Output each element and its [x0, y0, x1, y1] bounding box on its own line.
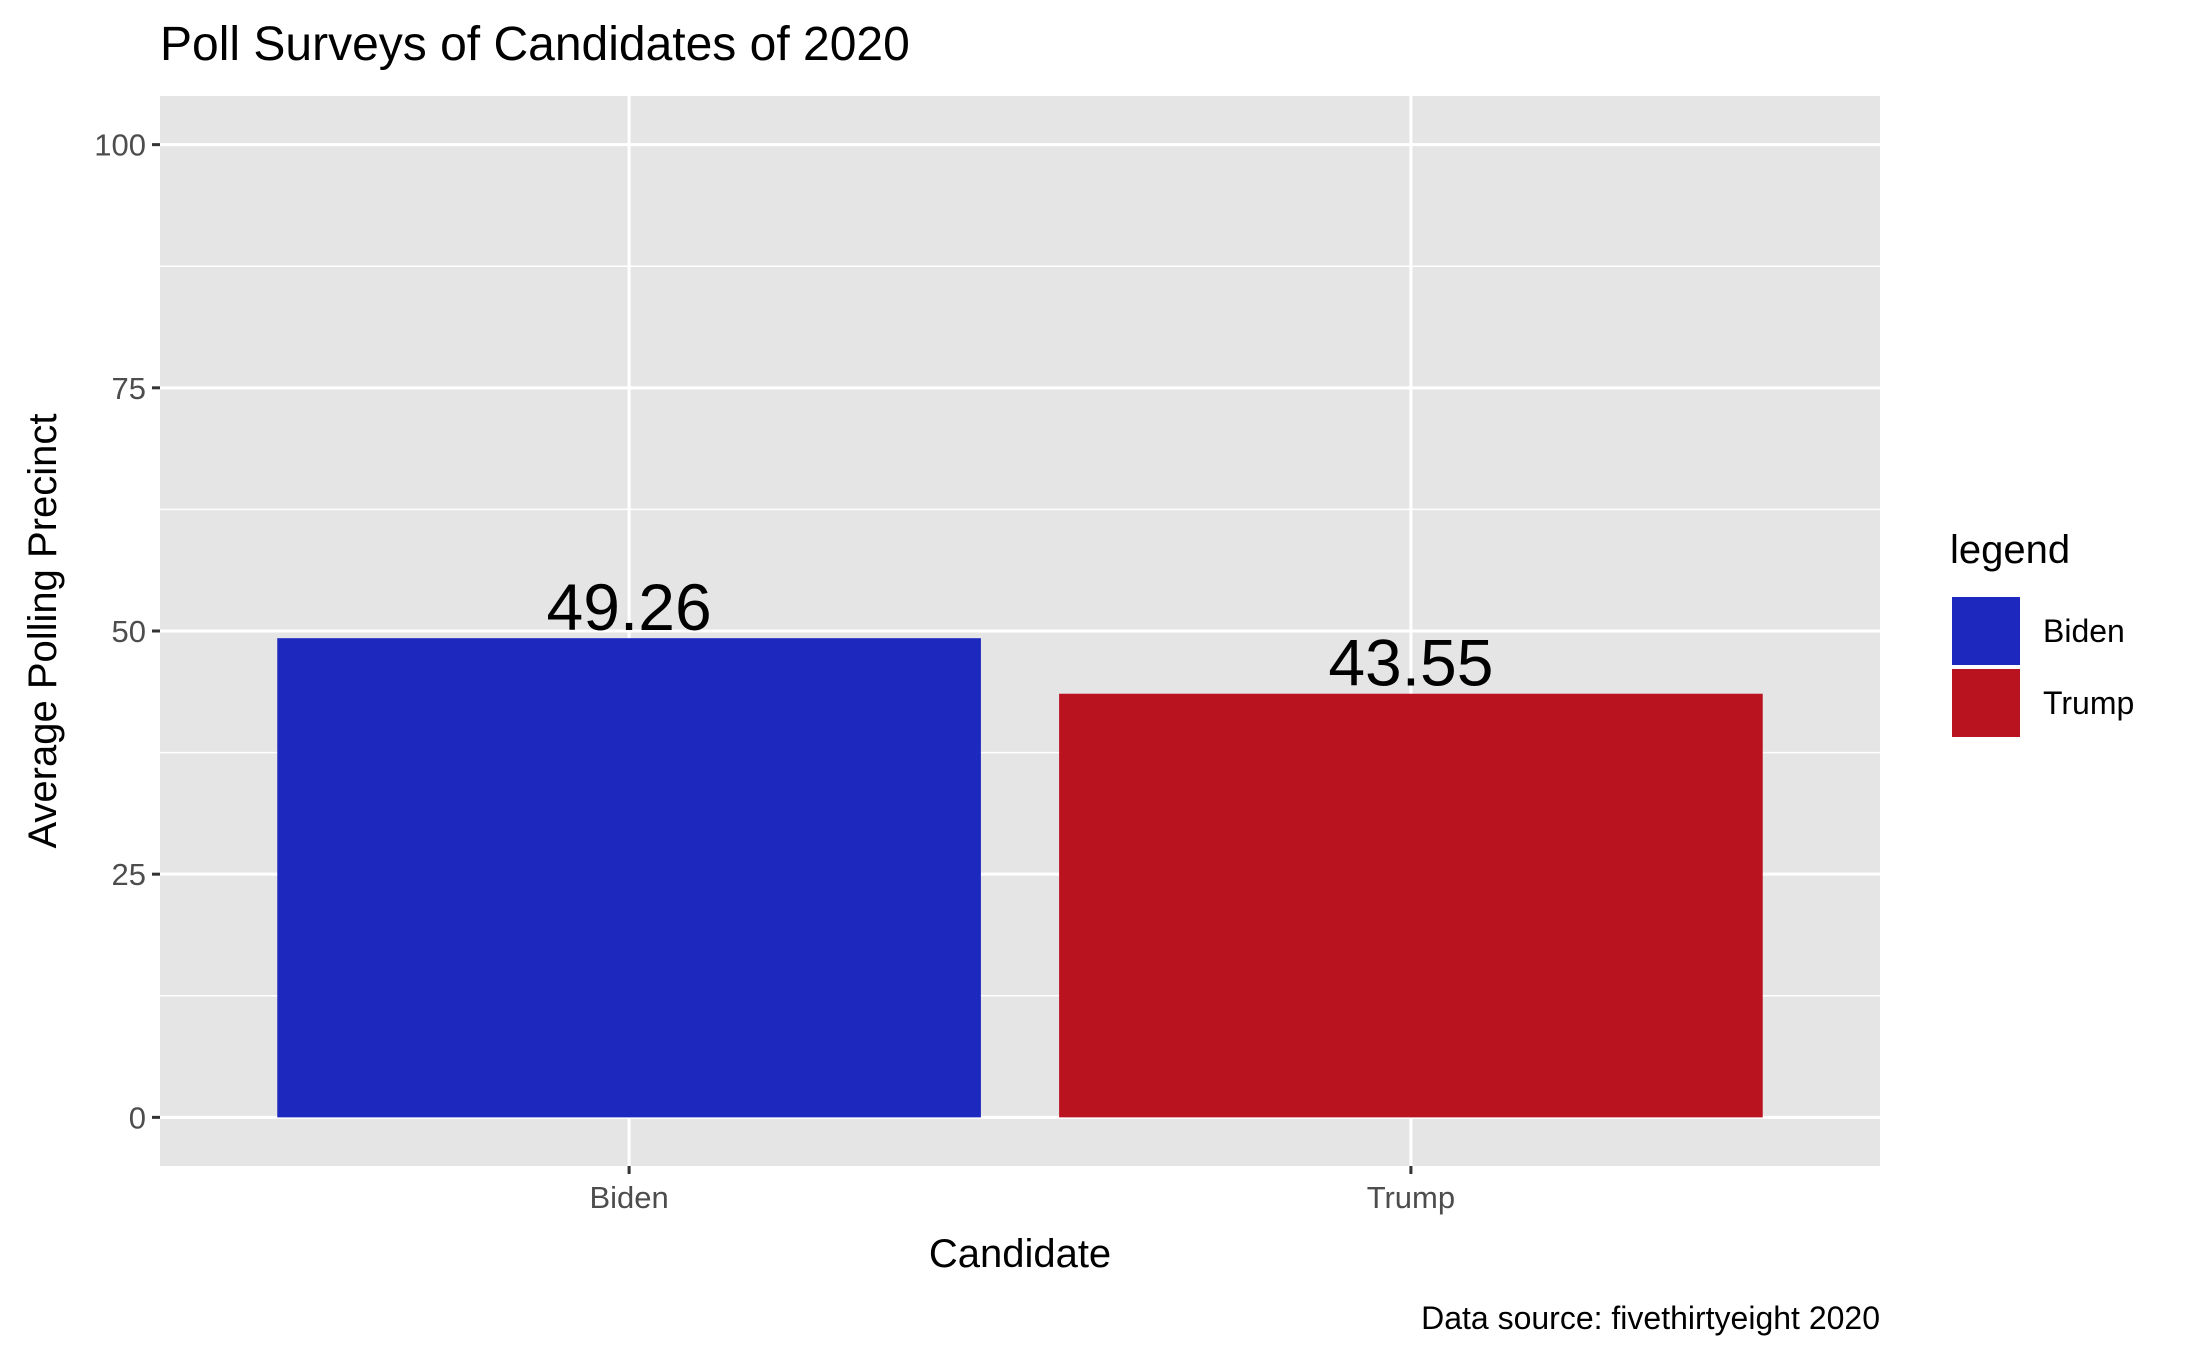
data-label: 49.26 — [547, 570, 712, 644]
bar-biden — [277, 638, 981, 1118]
legend-label: Biden — [2043, 613, 2125, 649]
x-axis-title: Candidate — [929, 1232, 1111, 1276]
y-tick-label: 50 — [112, 614, 146, 649]
x-tick-label: Trump — [1367, 1180, 1455, 1215]
legend-swatch-trump — [1950, 667, 2022, 739]
legend-title: legend — [1950, 528, 2070, 572]
legend-swatch-biden — [1950, 595, 2022, 667]
legend-entries: Biden Trump — [1950, 595, 2134, 739]
caption: Data source: fivethirtyeight 2020 — [1421, 1300, 1880, 1336]
y-tick-label: 100 — [94, 128, 146, 163]
y-axis: 0 25 50 75 100 — [94, 128, 160, 1135]
y-tick-label: 0 — [129, 1100, 146, 1135]
y-tick-label: 25 — [112, 857, 146, 892]
y-tick-label: 75 — [112, 371, 146, 406]
data-labels: 49.26 43.55 — [547, 570, 1494, 700]
bar-trump — [1059, 693, 1763, 1118]
legend-label: Trump — [2043, 685, 2134, 721]
x-tick-label: Biden — [589, 1180, 668, 1215]
data-label: 43.55 — [1328, 626, 1493, 700]
y-axis-title: Average Polling Precinct — [21, 413, 65, 848]
bars — [277, 638, 1763, 1118]
x-axis: Biden Trump — [589, 1166, 1455, 1215]
legend: legend Biden Trump — [1950, 528, 2134, 739]
chart-title: Poll Surveys of Candidates of 2020 — [160, 18, 910, 71]
